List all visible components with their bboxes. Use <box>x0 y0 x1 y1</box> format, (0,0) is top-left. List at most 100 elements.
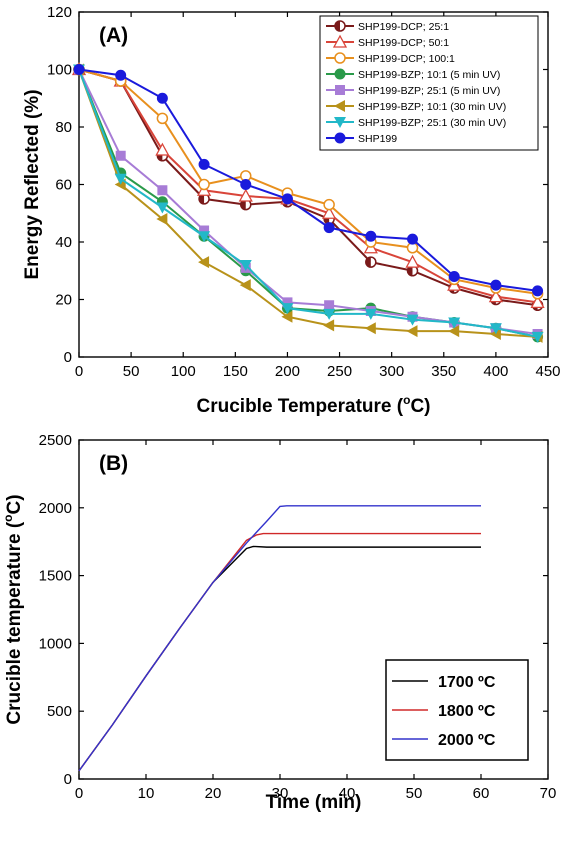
x-tick-label-0-7: 350 <box>431 363 456 380</box>
legend-0-marker-7 <box>334 132 346 144</box>
y-tick-label-0-1: 20 <box>55 292 72 309</box>
point-0-7-8 <box>407 233 419 245</box>
point-0-7-9 <box>448 271 460 282</box>
point-0-5-8 <box>406 325 418 338</box>
y-tick-label-1-0: 0 <box>64 771 72 788</box>
legend-0-entry-4: SHP199-BZP; 25:1 (5 min UV) <box>326 85 500 97</box>
x-axis-label-0-main: Crucible Temperature ( <box>197 396 404 417</box>
point-0-2-3 <box>198 178 210 191</box>
point-0-7-11 <box>532 285 544 297</box>
y-axis-label-0: Energy Reflected (%) <box>22 89 43 279</box>
legend-0-label-1: SHP199-DCP; 50:1 <box>358 37 449 49</box>
y-axis-label-1-main: Crucible temperature ( <box>4 521 25 724</box>
series-line-0-1 <box>78 68 538 304</box>
x-tick-label-1-4: 40 <box>339 785 356 802</box>
point-0-0-4-half <box>240 199 246 210</box>
point-0-6-7 <box>364 308 377 320</box>
point-0-6-3 <box>198 231 211 243</box>
y-tick-label-0-0: 0 <box>64 349 72 366</box>
legend-0-label-0: SHP199-DCP; 25:1 <box>358 21 449 33</box>
legend-0-marker-6 <box>334 117 346 128</box>
y-tick-label-1-5: 2500 <box>39 432 72 449</box>
series-0-6 <box>73 64 544 343</box>
point-0-6-4 <box>239 260 252 271</box>
y-tick-label-0-2: 40 <box>55 234 72 251</box>
legend-1-entry-1: 1800 ºC <box>392 703 496 720</box>
point-0-7-3 <box>198 158 210 170</box>
series-line-0-0 <box>78 68 538 307</box>
legend-0-entry-3: SHP199-BZP; 10:1 (5 min UV) <box>326 68 500 81</box>
x-tick-label-1-1: 10 <box>138 785 155 802</box>
point-0-6-11 <box>531 331 544 343</box>
chart-1: 0 10 20 30 40 50 60 70 0 500 1000 1500 2000 2500 (B) Ti… <box>1 432 556 813</box>
series-0-7 <box>73 64 544 297</box>
legend-0-label-2: SHP199-DCP; 100:1 <box>358 53 455 65</box>
legend-1-label-2: 2000 ºC <box>438 732 496 749</box>
point-0-6-10 <box>489 323 502 335</box>
point-0-7-5 <box>281 193 293 205</box>
point-0-4-1 <box>115 150 126 161</box>
point-0-4-6 <box>324 300 335 311</box>
legend-0-entry-2: SHP199-DCP; 100:1 <box>326 52 455 65</box>
y-tick-label-0-4: 80 <box>55 119 72 136</box>
legend-0-marker-3 <box>334 68 346 80</box>
point-0-4-3 <box>199 225 210 236</box>
legend-0-label-4: SHP199-BZP; 25:1 (5 min UV) <box>358 85 500 97</box>
legend-1-label-0: 1700 ºC <box>438 674 496 691</box>
y-tick-label-1-2: 1000 <box>39 635 72 652</box>
x-axis-label-0-sup: o <box>403 393 410 407</box>
y-axis-label-1-end: C) <box>4 494 25 514</box>
point-0-5-6 <box>323 319 335 332</box>
legend-0-entry-1: SHP199-DCP; 50:1 <box>326 34 449 49</box>
x-tick-label-0-9: 450 <box>535 363 560 380</box>
x-axis-label-0: Crucible Temperature (oC) <box>197 393 431 417</box>
legend-1-entry-0: 1700 ºC <box>392 674 496 691</box>
point-0-5-10 <box>489 328 501 340</box>
series-line-0-6 <box>78 69 538 338</box>
point-0-1-8 <box>405 254 420 268</box>
point-0-0-7-half <box>365 257 371 268</box>
point-0-2-6 <box>323 198 335 211</box>
legend-1: 1700 ºC 1800 ºC 2000 ºC <box>385 659 529 761</box>
x-axis-label-1: Time (min) <box>266 792 362 813</box>
x-tick-label-0-1: 50 <box>123 363 140 380</box>
point-0-0-7 <box>365 256 377 268</box>
point-0-6-1 <box>114 173 127 185</box>
legend-0-marker-4 <box>335 85 345 95</box>
point-0-5-3 <box>198 256 210 269</box>
point-0-7-0 <box>73 64 85 75</box>
legend-0-marker-1 <box>332 34 348 48</box>
legend-0: SHP199-DCP; 25:1 SHP199-DCP; 50:1 SHP199-D… <box>319 15 539 151</box>
x-tick-label-0-3: 150 <box>223 363 248 380</box>
plot-frame-1 <box>78 439 549 780</box>
y-tick-label-1-4: 2000 <box>39 500 72 517</box>
legend-0-box <box>319 15 539 151</box>
point-0-4-2 <box>157 185 168 196</box>
legend-0-label-3: SHP199-BZP; 10:1 (5 min UV) <box>358 69 500 81</box>
x-tick-label-1-0: 0 <box>75 785 83 802</box>
point-0-6-9 <box>448 317 461 329</box>
series-line-0-2 <box>78 68 538 295</box>
point-0-4-5 <box>282 297 293 308</box>
point-0-0-3 <box>198 193 210 205</box>
legend-1-entry-2: 2000 ºC <box>392 732 496 749</box>
legend-0-label-6: SHP199-BZP; 25:1 (30 min UV) <box>358 117 506 129</box>
panel-label-1: (B) <box>99 452 128 475</box>
y-tick-label-0-5: 100 <box>47 62 72 79</box>
x-tick-label-1-7: 70 <box>540 785 557 802</box>
point-0-5-2 <box>156 213 168 225</box>
point-0-6-8 <box>406 314 419 326</box>
y-tick-label-0-6: 120 <box>47 4 72 21</box>
point-0-7-10 <box>490 279 502 291</box>
legend-0-marker-0 <box>334 20 346 32</box>
point-0-5-5 <box>281 310 293 323</box>
series-line-0-5 <box>78 69 538 338</box>
point-0-5-7 <box>364 322 376 335</box>
point-0-1-11 <box>530 295 545 309</box>
point-0-0-8-half <box>407 265 413 276</box>
point-0-7-6 <box>323 222 335 234</box>
legend-0-marker-2 <box>334 52 346 64</box>
legend-0-label-7: SHP199 <box>358 133 397 145</box>
point-0-2-2 <box>156 112 169 125</box>
